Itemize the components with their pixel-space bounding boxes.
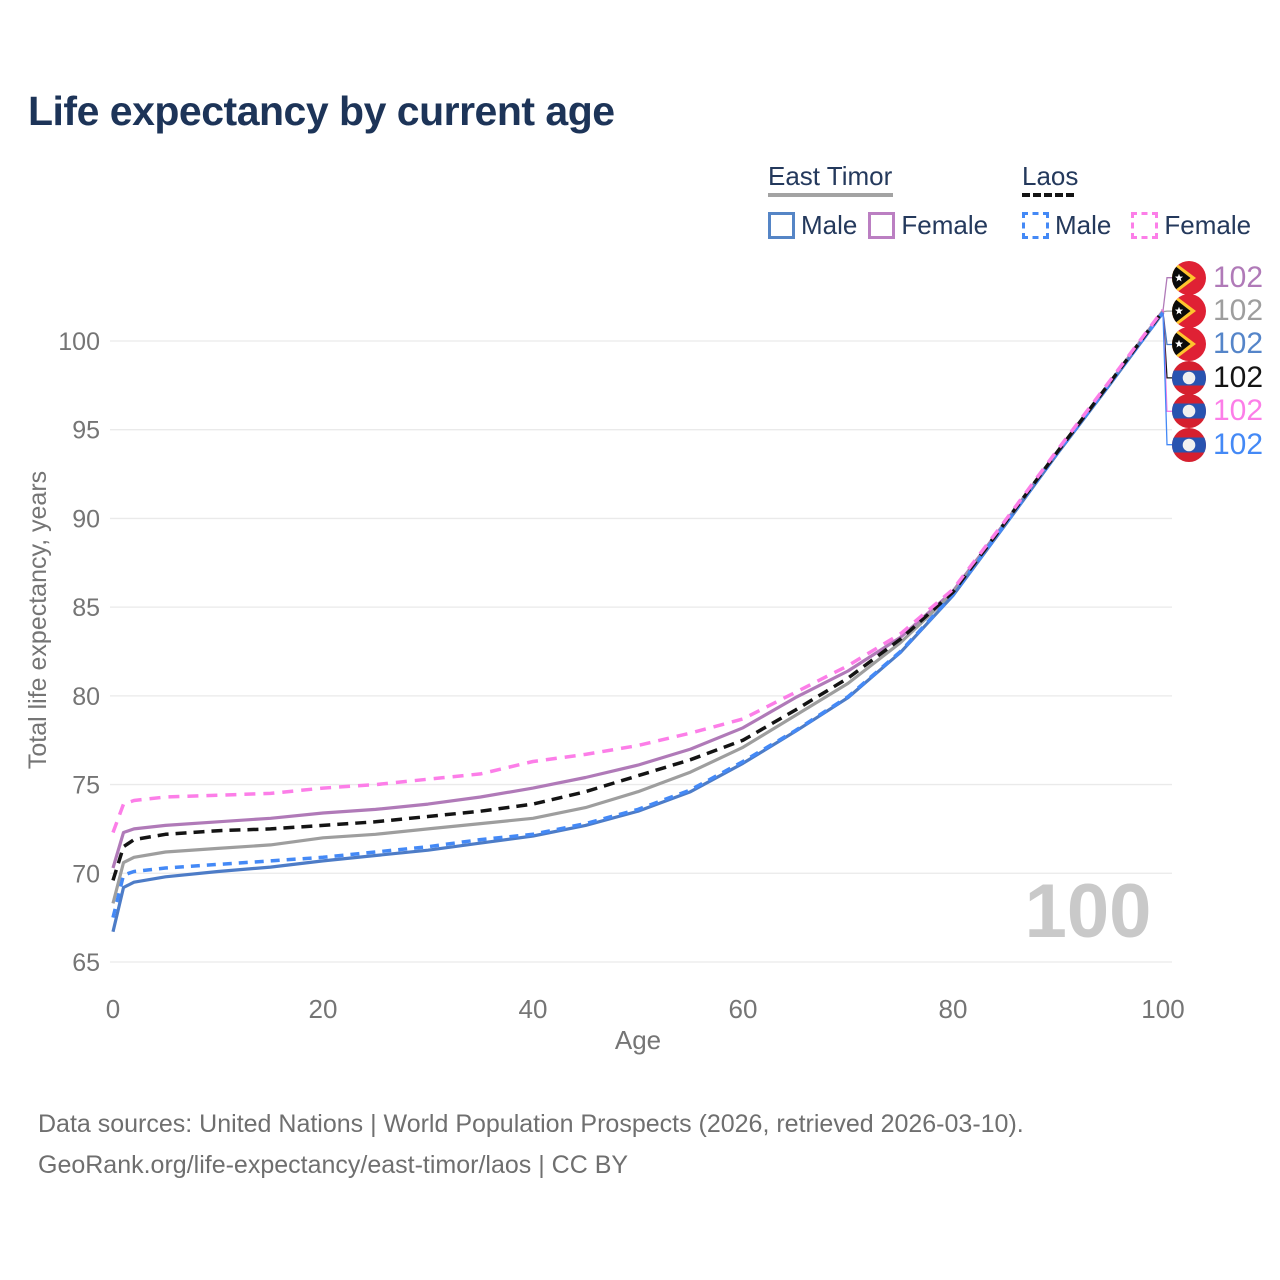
- legend-label: Female: [901, 210, 989, 240]
- footer: Data sources: United Nations | World Pop…: [38, 1104, 1024, 1186]
- legend-item-east-timor-female[interactable]: Female: [868, 210, 988, 241]
- footer-data-sources: Data sources: United Nations | World Pop…: [38, 1110, 1024, 1138]
- y-tick-70: 70: [72, 860, 100, 888]
- east-timor-flag-icon: [1172, 327, 1206, 362]
- laos-flag-icon: [1172, 394, 1206, 429]
- x-tick-0: 0: [106, 994, 120, 1024]
- legend-group-east-timor: East Timor Male Female: [768, 163, 988, 241]
- east-timor-flag-icon: [1172, 260, 1206, 295]
- legend-item-laos-male[interactable]: Male: [1022, 210, 1111, 241]
- x-axis-title: Age: [615, 1025, 661, 1055]
- end-label-row-laos-female: 102: [1160, 394, 1264, 429]
- y-axis-title: Total life expectancy, years: [24, 471, 52, 769]
- laos-male-swatch-icon: [1022, 212, 1049, 239]
- series-end-labels: 102 102 102 1: [1160, 260, 1264, 462]
- y-tick-95: 95: [72, 417, 100, 445]
- end-value: 102: [1213, 394, 1264, 428]
- east-timor-female-swatch-icon: [868, 212, 896, 239]
- legend-label: Male: [801, 210, 858, 240]
- laos-female-swatch-icon: [1131, 212, 1159, 239]
- legend-group-title-laos: Laos: [1022, 161, 1079, 191]
- footer-attribution: GeoRank.org/life-expectancy/east-timor/l…: [38, 1151, 629, 1179]
- legend-underline-laos: [1022, 193, 1074, 197]
- y-tick-100: 100: [58, 328, 100, 356]
- legend-label: Male: [1055, 210, 1112, 240]
- y-tick-85: 85: [72, 594, 100, 622]
- end-value: 102: [1213, 327, 1264, 361]
- x-tick-80: 80: [939, 994, 968, 1024]
- end-label-row-laos-total: 102: [1160, 360, 1264, 395]
- laos-flag-icon: [1172, 427, 1206, 462]
- laos-flag-icon: [1172, 360, 1206, 395]
- end-value: 102: [1213, 294, 1264, 328]
- end-value: 102: [1213, 427, 1264, 461]
- series-line-east-timor-male[interactable]: [111, 311, 1165, 933]
- series-line-laos-female[interactable]: [111, 308, 1165, 834]
- y-tick-65: 65: [72, 949, 100, 977]
- y-tick-90: 90: [72, 505, 100, 533]
- x-tick-40: 40: [519, 994, 548, 1024]
- y-tick-75: 75: [72, 772, 100, 800]
- end-value: 102: [1213, 360, 1264, 394]
- legend-item-east-timor-male[interactable]: Male: [768, 210, 857, 241]
- end-label-row-east-timor-male: 102: [1160, 327, 1264, 362]
- east-timor-male-swatch-icon: [768, 212, 795, 239]
- x-tick-20: 20: [309, 994, 338, 1024]
- x-tick-100: 100: [1141, 994, 1184, 1024]
- east-timor-flag-icon: [1172, 294, 1206, 329]
- legend-item-laos-female[interactable]: Female: [1131, 210, 1251, 241]
- legend-label: Female: [1164, 210, 1252, 240]
- end-value: 102: [1213, 260, 1264, 294]
- series-line-laos-male[interactable]: [111, 311, 1165, 919]
- end-label-row-east-timor-female: 102: [1160, 260, 1264, 295]
- page-title: Life expectancy by current age: [28, 88, 615, 134]
- legend-group-laos: Laos Male Female: [1022, 163, 1251, 241]
- age-counter-watermark: 100: [1024, 869, 1152, 954]
- end-label-row-east-timor-total: 102: [1160, 294, 1264, 329]
- legend-underline-east-timor: [768, 193, 893, 197]
- y-tick-80: 80: [72, 683, 100, 711]
- end-label-row-laos-male: 102: [1160, 427, 1264, 462]
- x-tick-60: 60: [729, 994, 758, 1024]
- legend-group-title-east-timor: East Timor: [768, 161, 893, 191]
